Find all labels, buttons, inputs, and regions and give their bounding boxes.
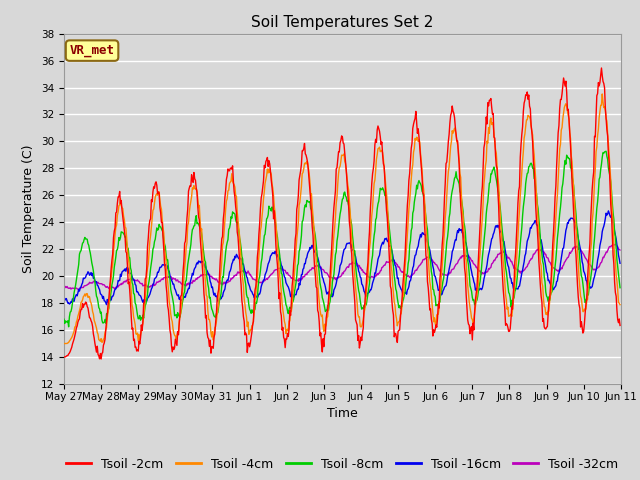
Title: Soil Temperatures Set 2: Soil Temperatures Set 2 (252, 15, 433, 30)
Y-axis label: Soil Temperature (C): Soil Temperature (C) (22, 144, 35, 273)
X-axis label: Time: Time (327, 407, 358, 420)
Text: VR_met: VR_met (70, 44, 115, 57)
Legend: Tsoil -2cm, Tsoil -4cm, Tsoil -8cm, Tsoil -16cm, Tsoil -32cm: Tsoil -2cm, Tsoil -4cm, Tsoil -8cm, Tsoi… (61, 453, 623, 476)
